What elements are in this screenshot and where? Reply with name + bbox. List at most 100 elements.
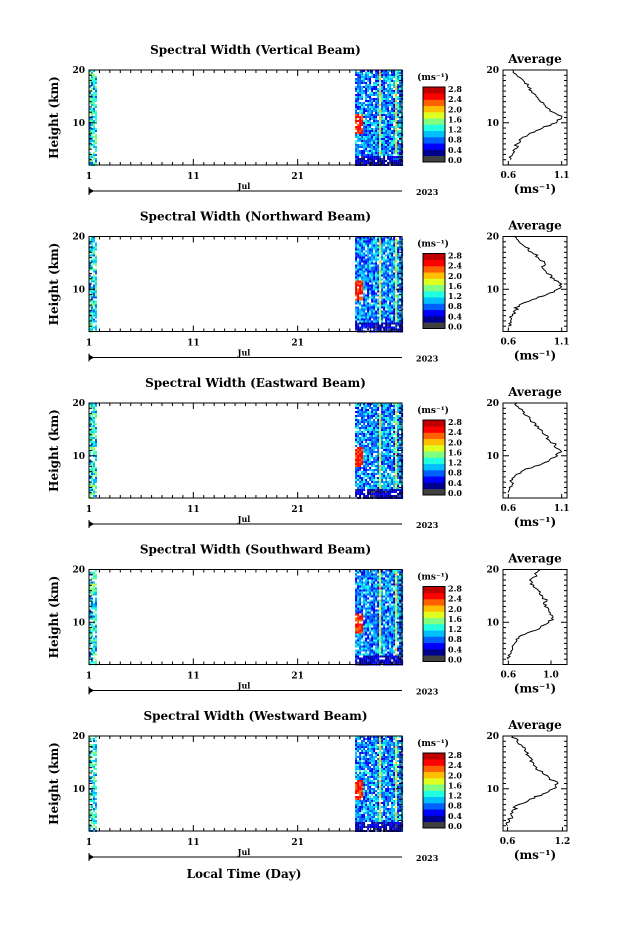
heatmap-cell bbox=[357, 661, 360, 664]
heatmap-cell bbox=[385, 106, 388, 108]
heatmap-cell bbox=[93, 405, 95, 407]
heatmap-cell bbox=[395, 250, 398, 253]
heatmap-cell bbox=[365, 479, 368, 481]
heatmap-cell bbox=[369, 266, 372, 269]
heatmap-cell bbox=[397, 256, 400, 259]
heatmap-cell bbox=[393, 162, 396, 164]
heatmap-cell bbox=[395, 479, 398, 481]
heatmap-cell bbox=[387, 162, 390, 164]
heatmap-cell bbox=[355, 431, 358, 433]
heatmap-cell bbox=[375, 244, 378, 247]
heatmap-cell bbox=[91, 415, 93, 417]
heatmap-cell bbox=[95, 429, 97, 431]
heatmap-cell bbox=[377, 615, 380, 618]
heatmap-cell bbox=[369, 256, 372, 259]
heatmap-cell bbox=[369, 645, 372, 648]
heatmap-cell bbox=[373, 326, 376, 329]
heatmap-cell bbox=[385, 124, 388, 126]
heatmap-cell bbox=[93, 126, 95, 128]
heatmap-cell bbox=[95, 603, 97, 606]
heatmap-cell bbox=[355, 603, 358, 606]
heatmap-cell bbox=[369, 429, 372, 431]
colorbar-tick-label: 0.0 bbox=[448, 488, 462, 498]
heatmap-cell bbox=[379, 276, 382, 279]
heatmap-cell bbox=[91, 76, 93, 78]
heatmap-cell bbox=[357, 649, 360, 652]
heatmap-cell bbox=[381, 443, 384, 445]
heatmap-cell bbox=[365, 150, 368, 152]
heatmap-cell bbox=[373, 310, 376, 313]
heatmap-cell bbox=[91, 445, 93, 447]
heatmap-cell bbox=[365, 473, 368, 475]
heatmap-cell bbox=[379, 294, 382, 297]
heatmap-cell bbox=[361, 455, 364, 457]
average-profile-line bbox=[508, 236, 563, 327]
heatmap-cell bbox=[359, 473, 362, 475]
heatmap-cell bbox=[89, 475, 91, 477]
heatmap-cell bbox=[95, 88, 97, 90]
heatmap-cell bbox=[89, 156, 91, 158]
heatmap-cell bbox=[363, 318, 366, 321]
y-tick-label: 10 bbox=[72, 285, 85, 295]
heatmap-cell bbox=[357, 72, 360, 74]
heatmap-cell bbox=[373, 106, 376, 108]
heatmap-cell bbox=[361, 479, 364, 481]
colorbar-segment bbox=[423, 143, 445, 150]
heatmap-cell bbox=[387, 112, 390, 114]
heatmap-cell bbox=[363, 288, 366, 291]
heatmap-cell bbox=[371, 621, 374, 624]
heatmap-cell bbox=[395, 130, 398, 132]
heatmap-cell bbox=[365, 264, 368, 267]
heatmap-cell bbox=[373, 593, 376, 596]
heatmap-cell bbox=[89, 300, 91, 303]
heatmap-cell bbox=[357, 90, 360, 92]
heatmap-cell bbox=[95, 128, 97, 130]
heatmap-cell bbox=[393, 158, 396, 160]
heatmap-cell bbox=[93, 651, 95, 654]
heatmap-cell bbox=[367, 573, 370, 576]
heatmap-cell bbox=[377, 140, 380, 142]
heatmap-cell bbox=[373, 252, 376, 255]
heatmap-cell bbox=[95, 609, 97, 612]
heatmap-cell bbox=[357, 411, 360, 413]
heatmap-cell bbox=[385, 150, 388, 152]
heatmap-cell bbox=[373, 122, 376, 124]
heatmap-cell bbox=[375, 254, 378, 257]
heatmap-cell bbox=[373, 633, 376, 636]
heatmap-cell bbox=[369, 86, 372, 88]
heatmap-cell bbox=[359, 635, 362, 638]
heatmap-cell bbox=[399, 236, 402, 239]
colorbar-segment bbox=[423, 457, 445, 465]
heatmap-cell bbox=[93, 473, 95, 475]
heatmap-cell bbox=[395, 445, 398, 447]
heatmap-cell bbox=[397, 270, 400, 273]
heatmap-cell bbox=[377, 122, 380, 124]
heatmap-cell bbox=[375, 411, 378, 413]
heatmap-cell bbox=[93, 80, 95, 82]
heatmap-cell bbox=[389, 268, 392, 271]
heatmap-cell bbox=[391, 156, 394, 158]
heatmap-cell bbox=[387, 637, 390, 640]
heatmap-cell bbox=[383, 260, 386, 263]
heatmap-cell bbox=[355, 417, 358, 419]
heatmap-cell bbox=[93, 276, 95, 279]
heatmap-cell bbox=[363, 455, 366, 457]
heatmap-cell bbox=[375, 276, 378, 279]
heatmap-cell bbox=[397, 240, 400, 243]
colorbar-segment bbox=[423, 476, 445, 483]
heatmap-cell bbox=[91, 322, 93, 325]
heatmap-cell bbox=[381, 633, 384, 636]
heatmap-cell bbox=[397, 258, 400, 261]
heatmap-cell bbox=[359, 427, 362, 429]
heatmap-cell bbox=[387, 158, 390, 160]
heatmap-cell bbox=[383, 635, 386, 638]
heatmap-cell bbox=[385, 294, 388, 297]
heatmap-cell bbox=[379, 465, 382, 467]
heatmap-cell bbox=[359, 601, 362, 604]
heatmap-cell bbox=[391, 411, 394, 413]
heatmap-cell bbox=[381, 286, 384, 289]
heatmap-cell bbox=[371, 403, 374, 405]
heatmap-cell bbox=[375, 72, 378, 74]
heatmap-cell bbox=[381, 573, 384, 576]
heatmap-cell bbox=[391, 70, 394, 72]
